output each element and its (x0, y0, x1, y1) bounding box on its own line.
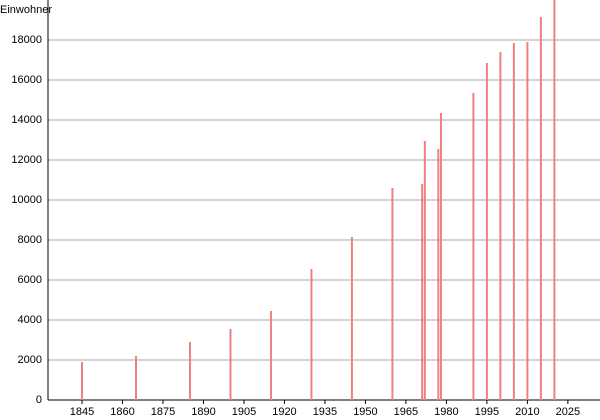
bar (310, 269, 313, 400)
y-tick-label: 8000 (18, 234, 42, 246)
y-tick-label: 4000 (18, 314, 42, 326)
bar (499, 52, 502, 400)
bar (553, 0, 556, 400)
x-tick-label: 1950 (353, 406, 377, 418)
bar (512, 43, 515, 400)
bar (539, 17, 542, 400)
x-tick-label: 1920 (272, 406, 296, 418)
x-tick-label: 1890 (191, 406, 215, 418)
x-tick-label: 1875 (151, 406, 175, 418)
bar (423, 141, 426, 400)
y-tick-label: 18000 (11, 34, 42, 46)
x-tick-label: 2010 (515, 406, 539, 418)
x-tick-label: 1965 (394, 406, 418, 418)
x-tick-label: 1995 (475, 406, 499, 418)
y-tick-label: 16000 (11, 74, 42, 86)
bar (472, 93, 475, 400)
y-axis-label: Einwohner (0, 4, 52, 16)
bar (229, 329, 232, 400)
bar (421, 184, 424, 400)
bar (134, 356, 137, 400)
bar (437, 149, 440, 400)
y-tick-label: 10000 (11, 194, 42, 206)
bar (81, 362, 84, 400)
x-tick-label: 1860 (110, 406, 134, 418)
y-tick-label: 6000 (18, 274, 42, 286)
bar (485, 63, 488, 400)
x-tick-label: 1935 (313, 406, 337, 418)
bar (350, 237, 353, 400)
y-tick-label: 2000 (18, 354, 42, 366)
bar (188, 342, 191, 400)
bar (440, 113, 443, 400)
x-tick-label: 1905 (232, 406, 256, 418)
y-tick-label: 12000 (11, 154, 42, 166)
x-tick-label: 1845 (70, 406, 94, 418)
bar (269, 311, 272, 400)
x-tick-label: 1980 (434, 406, 458, 418)
y-tick-label: 14000 (11, 114, 42, 126)
bar (526, 42, 529, 400)
bar (391, 188, 394, 400)
x-tick-label: 2025 (556, 406, 580, 418)
y-tick-label: 0 (36, 394, 42, 406)
